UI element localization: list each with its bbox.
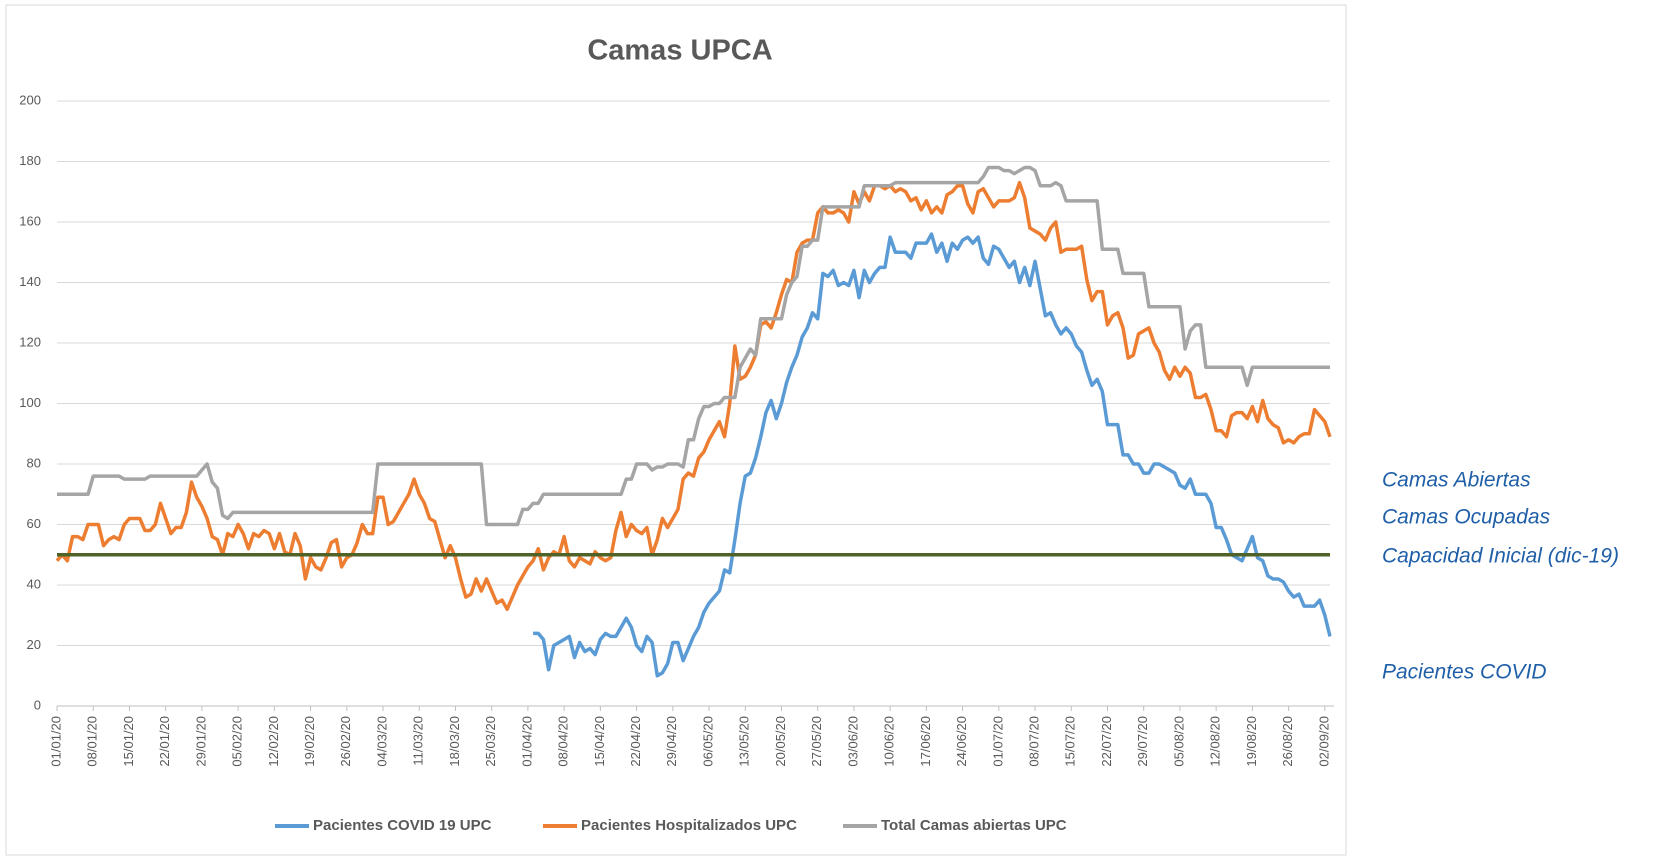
legend-label: Pacientes COVID 19 UPC — [313, 817, 492, 834]
legend-label: Pacientes Hospitalizados UPC — [581, 817, 797, 834]
x-tick-label: 29/01/20 — [193, 716, 208, 767]
x-tick-label: 29/07/20 — [1135, 716, 1150, 767]
x-tick-label: 13/05/20 — [737, 716, 752, 767]
x-tick-label: 04/03/20 — [374, 716, 389, 767]
y-tick-label: 60 — [27, 516, 41, 531]
x-tick-label: 17/06/20 — [918, 716, 933, 767]
x-tick-label: 08/01/20 — [85, 716, 100, 767]
x-tick-label: 27/05/20 — [809, 716, 824, 767]
x-tick-label: 29/04/20 — [664, 716, 679, 767]
x-tick-label: 26/08/20 — [1280, 716, 1295, 767]
y-tick-label: 0 — [34, 697, 41, 712]
x-tick-label: 25/03/20 — [483, 716, 498, 767]
annotation: Camas Abiertas — [1382, 469, 1531, 492]
x-tick-label: 01/01/20 — [48, 716, 63, 767]
x-tick-label: 22/01/20 — [157, 716, 172, 767]
x-tick-label: 24/06/20 — [954, 716, 969, 767]
y-tick-label: 140 — [19, 274, 41, 289]
y-tick-label: 40 — [27, 576, 41, 591]
x-tick-label: 22/07/20 — [1099, 716, 1114, 767]
x-tick-label: 12/02/20 — [266, 716, 281, 767]
x-tick-label: 02/09/20 — [1316, 716, 1331, 767]
x-tick-label: 15/07/20 — [1063, 716, 1078, 767]
series-line — [57, 165, 1330, 527]
x-tick-label: 11/03/20 — [411, 716, 426, 766]
chart-title: Camas UPCA — [587, 35, 772, 67]
x-tick-label: 08/07/20 — [1026, 716, 1041, 767]
y-tick-label: 200 — [19, 92, 41, 107]
x-tick-label: 03/06/20 — [845, 716, 860, 767]
y-tick-label: 160 — [19, 213, 41, 228]
annotation: Pacientes COVID — [1382, 661, 1547, 684]
x-tick-label: 15/01/20 — [121, 716, 136, 767]
x-tick-label: 19/08/20 — [1244, 716, 1259, 767]
x-tick-label: 01/04/20 — [519, 716, 534, 767]
y-tick-label: 180 — [19, 153, 41, 168]
x-tick-label: 08/04/20 — [556, 716, 571, 767]
x-tick-label: 01/07/20 — [990, 716, 1005, 767]
x-tick-label: 06/05/20 — [700, 716, 715, 767]
x-tick-label: 05/02/20 — [230, 716, 245, 767]
x-tick-label: 22/04/20 — [628, 716, 643, 767]
annotation: Camas Ocupadas — [1382, 506, 1551, 529]
chart-frame — [5, 4, 1347, 856]
annotation: Capacidad Inicial (dic-19) — [1382, 545, 1619, 568]
y-tick-label: 100 — [19, 395, 41, 410]
y-tick-label: 80 — [27, 455, 41, 470]
x-tick-label: 15/04/20 — [592, 716, 607, 767]
x-tick-label: 18/03/20 — [447, 716, 462, 767]
x-tick-label: 19/02/20 — [302, 716, 317, 767]
x-tick-label: 10/06/20 — [882, 716, 897, 767]
series-line — [55, 180, 1332, 611]
x-tick-label: 12/08/20 — [1208, 716, 1223, 767]
legend-label: Total Camas abiertas UPC — [881, 817, 1067, 834]
x-tick-label: 05/08/20 — [1171, 716, 1186, 767]
series-line — [533, 232, 1332, 678]
x-tick-label: 20/05/20 — [773, 716, 788, 767]
y-tick-label: 20 — [27, 637, 41, 652]
x-tick-label: 26/02/20 — [338, 716, 353, 767]
y-tick-label: 120 — [19, 334, 41, 349]
